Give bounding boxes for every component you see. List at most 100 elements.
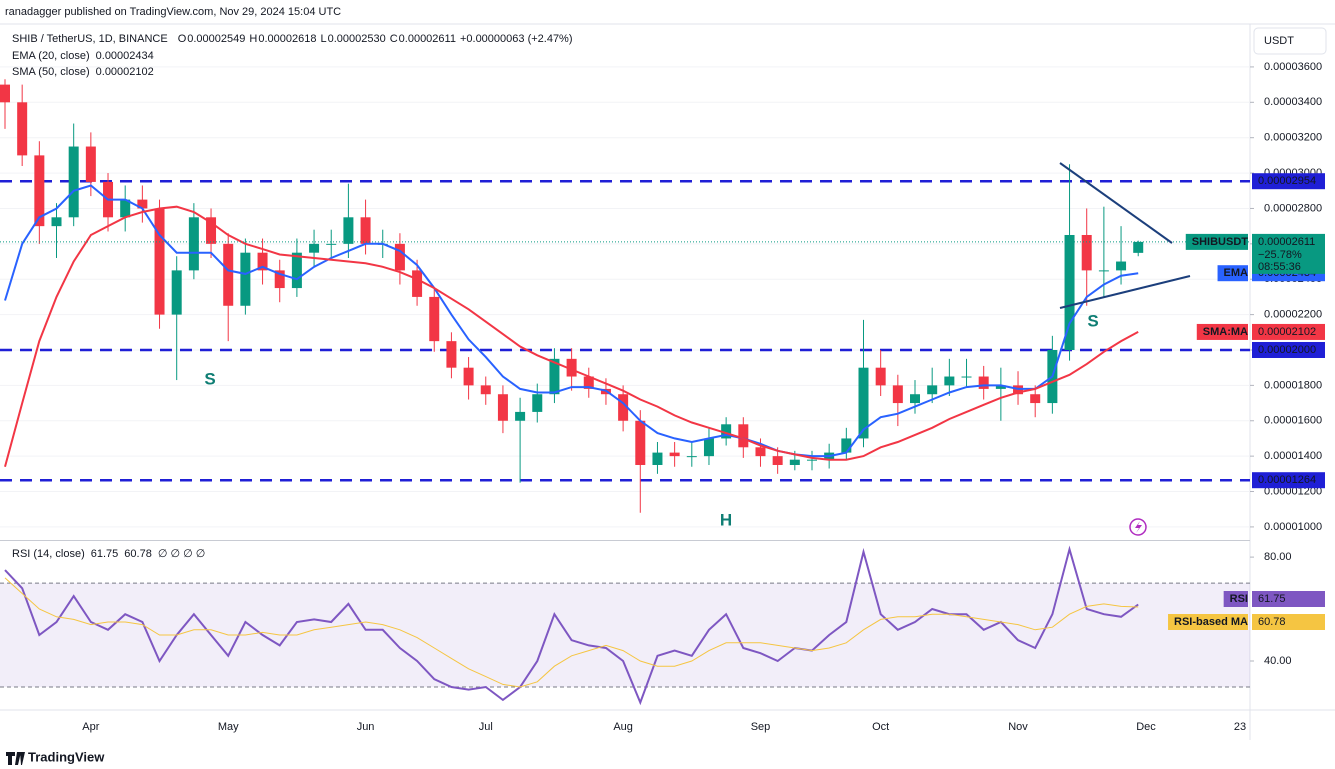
candle-body xyxy=(721,424,732,439)
y-tick-label: 0.00001400 xyxy=(1264,450,1322,462)
scale-tag xyxy=(1252,323,1325,340)
x-tick-label: Jul xyxy=(479,721,493,733)
x-tick-label: Apr xyxy=(82,721,99,733)
candle-body xyxy=(291,252,302,289)
candle-body xyxy=(978,376,989,389)
y-tick-label: 0.00003200 xyxy=(1264,132,1322,144)
candle-body xyxy=(171,270,182,315)
candle-body xyxy=(1098,270,1109,272)
candle-body xyxy=(910,394,921,404)
scale-tag-label-box xyxy=(1217,265,1248,282)
countdown: 08:55:36 xyxy=(1258,261,1301,273)
ohlc-value: 0.00002530 xyxy=(328,33,386,45)
candle-body xyxy=(257,252,268,271)
scale-tag-label-box xyxy=(1196,323,1248,340)
x-tick-label: May xyxy=(218,721,239,733)
scale-tag-label: RSI-based MA xyxy=(1174,616,1248,628)
scale-tag xyxy=(1252,173,1325,190)
candle-body xyxy=(463,367,474,386)
rsi-band xyxy=(0,583,1250,687)
candle-body xyxy=(429,296,440,342)
x-tick-label: Jun xyxy=(357,721,375,733)
symbol-tag-box xyxy=(1185,233,1248,250)
candle-body xyxy=(841,438,852,453)
candle-body xyxy=(652,452,663,465)
scale-tag-label: RSI xyxy=(1230,593,1248,605)
x-tick-label: Nov xyxy=(1008,721,1028,733)
ohlc-key: C xyxy=(390,33,398,45)
currency: USDT xyxy=(1264,35,1294,47)
y-tick-label: 0.00003400 xyxy=(1264,96,1322,108)
ohlc-key: L xyxy=(320,33,326,45)
indicator-line xyxy=(4,184,1139,458)
candle-body xyxy=(858,367,869,439)
x-tick-label: Sep xyxy=(751,721,771,733)
candle-body xyxy=(17,102,28,156)
candle-body xyxy=(944,376,955,386)
x-tick-label: Oct xyxy=(872,721,889,733)
symbol: SHIB / TetherUS, 1D, BINANCE xyxy=(12,33,168,45)
candle-body xyxy=(394,243,405,271)
scale-tag-label-box xyxy=(1223,591,1248,607)
candle-body xyxy=(669,452,680,457)
candle-body xyxy=(309,243,320,253)
candle-body xyxy=(583,376,594,389)
pattern-label: S xyxy=(1087,311,1098,330)
candle-body xyxy=(1030,394,1041,404)
scale-tag-value: 61.75 xyxy=(1258,593,1286,605)
candle-body xyxy=(532,394,543,412)
candle-body xyxy=(961,376,972,378)
ohlc-key: H xyxy=(249,33,257,45)
candle-body xyxy=(618,394,629,421)
ohlc-key: O xyxy=(178,33,187,45)
scale-tag-label: SMA:MA xyxy=(1203,326,1248,338)
legend-name: EMA (20, close) xyxy=(12,50,90,62)
candle-body xyxy=(892,385,903,404)
legend-value: 61.75 xyxy=(91,548,119,560)
candle-body xyxy=(206,217,217,244)
last-price: 0.00002611 xyxy=(1258,236,1315,248)
ohlc-value: 0.00002611 xyxy=(399,33,456,45)
scale-tag xyxy=(1252,614,1325,630)
scale-tag-value: 0.00002954 xyxy=(1258,175,1316,187)
change: +0.00000063 (+2.47%) xyxy=(460,33,573,45)
candle-body xyxy=(995,385,1006,389)
candle-body xyxy=(497,394,508,421)
candle-body xyxy=(772,456,783,465)
y-tick-label: 0.00001000 xyxy=(1264,521,1322,533)
candle-body xyxy=(34,155,45,227)
scale-tag-value: 0.00001264 xyxy=(1258,474,1316,486)
rsi-title: RSI (14, close) xyxy=(12,548,85,560)
scale-tag-label: EMA xyxy=(1224,267,1249,279)
candle-body xyxy=(326,243,337,245)
y-tick-label: 0.00002800 xyxy=(1264,202,1322,214)
y-tick-label: 0.00001200 xyxy=(1264,485,1322,497)
candle-body xyxy=(360,217,371,244)
y-tick-label: 0.00001600 xyxy=(1264,415,1322,427)
candle-body xyxy=(412,270,423,297)
symbol-tag: SHIBUSDT xyxy=(1192,236,1249,248)
candle-body xyxy=(755,447,766,457)
candle-body xyxy=(549,358,560,395)
candle-body xyxy=(789,459,800,465)
candle-body xyxy=(68,146,79,218)
brand-logo xyxy=(6,752,25,765)
scale-tag xyxy=(1252,341,1325,358)
legend-name: SMA (50, close) xyxy=(12,66,90,78)
candle-body xyxy=(635,420,646,465)
candle-body xyxy=(1116,261,1127,271)
event-icon[interactable] xyxy=(1129,518,1147,536)
candle-body xyxy=(154,208,165,315)
pattern-label: S xyxy=(204,369,215,388)
marks xyxy=(0,66,1250,706)
byline: ranadagger published on TradingView.com,… xyxy=(5,6,341,18)
currency-button[interactable] xyxy=(1253,27,1327,55)
scale-tag xyxy=(1252,591,1325,607)
candle-body xyxy=(137,199,148,209)
candle-body xyxy=(188,217,199,271)
candle-body xyxy=(927,385,938,395)
candle-body xyxy=(240,252,251,306)
y-tick-label: 40.00 xyxy=(1264,655,1292,667)
